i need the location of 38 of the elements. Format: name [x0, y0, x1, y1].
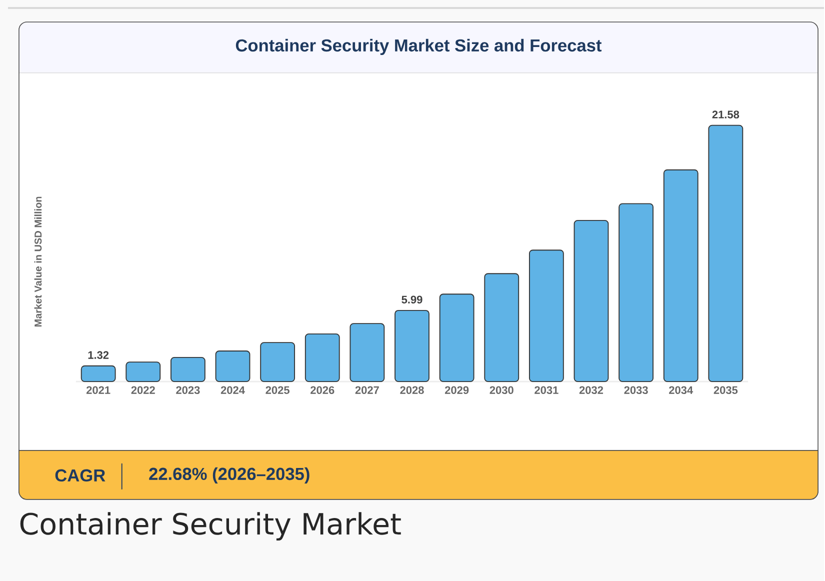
x-tick-label: 2023 [176, 386, 200, 394]
bar [304, 333, 340, 382]
x-tick-label: 2029 [444, 386, 469, 394]
bar [663, 169, 698, 382]
x-tick-label: 2021 [86, 386, 110, 394]
text: Container Security Market [20, 512, 401, 540]
x-tick-label: 2025 [266, 386, 290, 394]
bar [170, 356, 206, 382]
chart-title: Container Security Market Size and Forecast [236, 38, 602, 55]
bar [126, 361, 161, 382]
x-tick-label: 2035 [714, 386, 738, 394]
y-axis-title: Market Value in USD Million [34, 196, 42, 326]
text: 22.68% (2026–2035) [149, 467, 310, 484]
bar [439, 294, 474, 382]
bar [215, 350, 250, 382]
bar [260, 342, 296, 382]
bar [80, 365, 116, 382]
x-tick-label: 2024 [220, 386, 245, 394]
data-label: 5.99 [402, 296, 422, 304]
x-tick-label: 2030 [490, 386, 514, 394]
x-tick-label: 2027 [355, 386, 379, 394]
bar [350, 322, 385, 382]
bar [484, 273, 520, 382]
bar [528, 250, 564, 382]
x-tick-label: 2034 [669, 386, 694, 394]
x-tick-label: 2022 [131, 386, 155, 394]
x-tick-label: 2032 [579, 386, 604, 394]
bar [574, 220, 609, 382]
text: CAGR [55, 469, 106, 482]
x-tick-label: 2026 [310, 386, 334, 394]
x-tick-label: 2031 [534, 386, 558, 394]
bar [618, 203, 654, 382]
data-label: 21.58 [712, 110, 740, 118]
x-tick-label: 2028 [400, 386, 424, 394]
data-label: 1.32 [88, 351, 109, 359]
bar [708, 124, 744, 382]
x-tick-label: 2033 [624, 386, 648, 394]
bar [394, 310, 430, 382]
